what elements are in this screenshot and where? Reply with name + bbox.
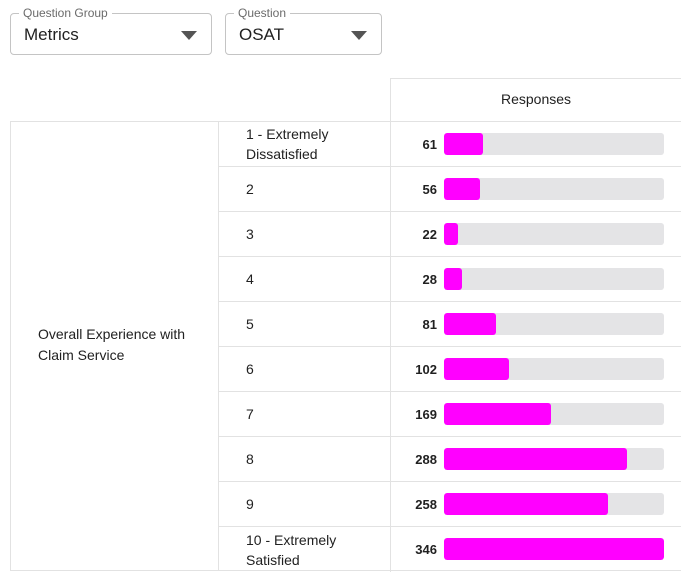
table-row: 3 22 [219, 212, 681, 257]
row-label: 9 [219, 482, 391, 526]
caret-down-icon[interactable] [351, 31, 367, 40]
question-group-value: Metrics [24, 25, 79, 44]
row-label: 8 [219, 437, 391, 481]
responses-header-label: Responses [500, 91, 572, 107]
response-bar [444, 448, 628, 470]
row-label: 10 - Extremely Satisfied [219, 527, 391, 572]
response-count: 28 [422, 271, 437, 287]
response-bar [444, 268, 462, 290]
response-bar-track [444, 403, 664, 425]
question-group-cell: Overall Experience with Claim Service [11, 122, 219, 570]
table-row: 4 28 [219, 257, 681, 302]
table-row: 8 288 [219, 437, 681, 482]
table-row: 7 169 [219, 392, 681, 437]
response-count: 169 [415, 406, 437, 422]
table-row: 9 258 [219, 482, 681, 527]
response-bar-track [444, 268, 664, 290]
response-bar-track [444, 358, 664, 380]
row-label: 5 [219, 302, 391, 346]
question-group-select[interactable]: Question Group Metrics [10, 6, 212, 55]
table-row: 10 - Extremely Satisfied 346 [219, 527, 681, 572]
question-select[interactable]: Question OSAT [225, 6, 382, 55]
response-bar-track [444, 223, 664, 245]
row-label: 7 [219, 392, 391, 436]
response-bar-track [444, 133, 664, 155]
question-text: Overall Experience with Claim Service [38, 326, 186, 363]
response-count: 81 [422, 316, 437, 332]
response-count: 288 [415, 451, 437, 467]
response-bar [444, 403, 552, 425]
row-label: 6 [219, 347, 391, 391]
question-label: Question [234, 6, 291, 20]
table-row: 1 - Extremely Dissatisfied 61 [219, 122, 681, 167]
row-label: 4 [219, 257, 391, 301]
table-row: 6 102 [219, 347, 681, 392]
response-bar [444, 178, 480, 200]
table-row: 5 81 [219, 302, 681, 347]
response-bar-track [444, 538, 664, 560]
responses-table: Overall Experience with Claim Service 1 … [10, 121, 681, 572]
response-bar-track [444, 313, 664, 335]
response-count: 56 [422, 181, 437, 197]
response-count: 61 [422, 136, 437, 152]
response-bar [444, 538, 664, 560]
question-group-label: Question Group [19, 6, 112, 20]
response-count: 258 [415, 496, 437, 512]
responses-column-header: Responses [390, 78, 681, 121]
response-bar-track [444, 448, 664, 470]
row-label: 3 [219, 212, 391, 256]
response-bar [444, 133, 483, 155]
table-row: 2 56 [219, 167, 681, 212]
response-bar [444, 493, 609, 515]
response-bar [444, 223, 458, 245]
response-bar [444, 358, 509, 380]
question-value: OSAT [239, 25, 285, 44]
row-label: 2 [219, 167, 391, 211]
response-count: 102 [415, 361, 437, 377]
response-count: 22 [422, 226, 437, 242]
response-count: 346 [415, 542, 437, 557]
row-label: 1 - Extremely Dissatisfied [219, 122, 391, 166]
response-bar-track [444, 493, 664, 515]
response-rows: 1 - Extremely Dissatisfied 61 2 56 3 22 4 28 5 81… [219, 122, 681, 572]
response-bar-track [444, 178, 664, 200]
caret-down-icon[interactable] [181, 31, 197, 40]
response-bar [444, 313, 496, 335]
